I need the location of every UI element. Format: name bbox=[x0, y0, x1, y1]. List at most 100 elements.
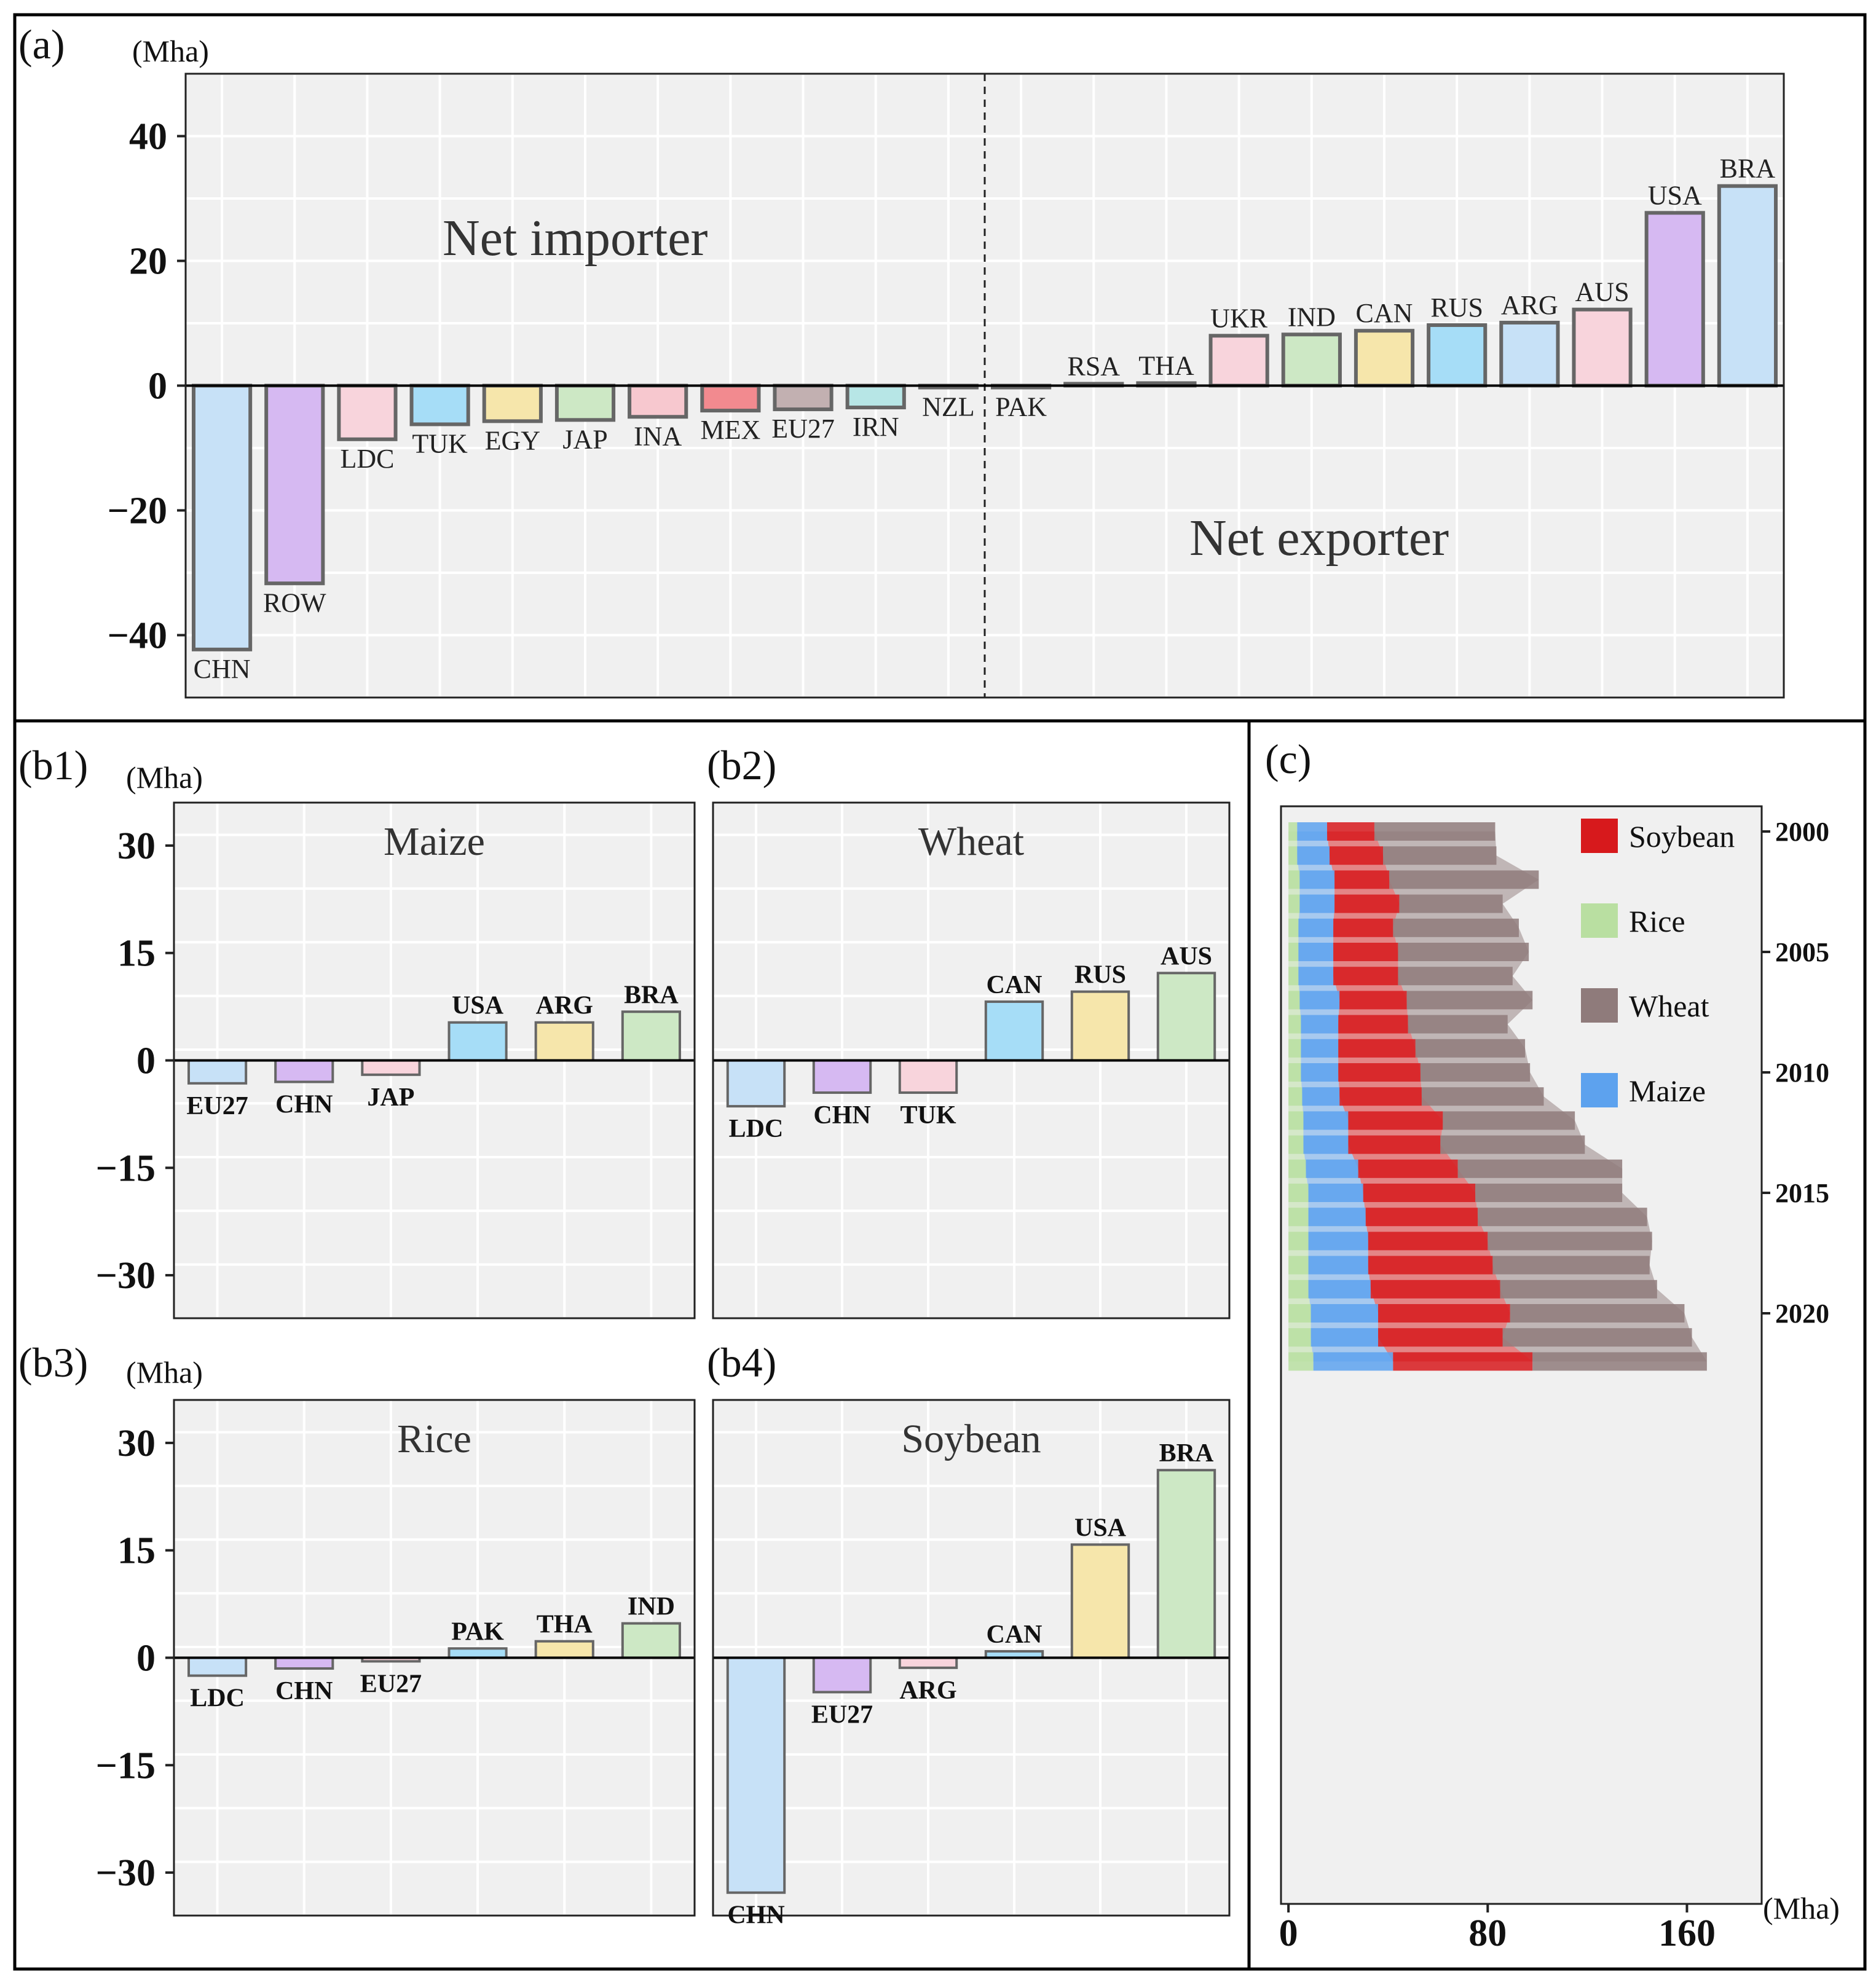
bar-ind bbox=[621, 1622, 682, 1659]
panel-label: (b3) bbox=[18, 1339, 88, 1386]
segment-rice-2011 bbox=[1288, 1087, 1303, 1106]
segment-wheat-2004 bbox=[1393, 918, 1519, 937]
y-tick-label: −40 bbox=[108, 615, 167, 657]
category-label: INA bbox=[634, 421, 682, 451]
segment-wheat-2002 bbox=[1389, 870, 1539, 889]
segment-maize-2002 bbox=[1299, 870, 1335, 889]
bar-chn bbox=[192, 383, 253, 651]
category-label: CHN bbox=[275, 1677, 333, 1705]
y-tick-label: −20 bbox=[108, 490, 167, 532]
segment-wheat-2020 bbox=[1510, 1304, 1685, 1323]
segment-soybean-2016 bbox=[1365, 1208, 1478, 1227]
segment-maize-2008 bbox=[1301, 1015, 1339, 1034]
category-label: TUK bbox=[900, 1101, 956, 1130]
bar-ldc bbox=[337, 383, 398, 441]
legend-label: Maize bbox=[1629, 1074, 1706, 1108]
y-tick-label: 0 bbox=[136, 1638, 156, 1680]
segment-rice-2012 bbox=[1288, 1111, 1304, 1130]
legend-swatch-rice bbox=[1581, 903, 1618, 938]
segment-wheat-2018 bbox=[1492, 1256, 1650, 1275]
category-label: EGY bbox=[485, 425, 540, 455]
segment-rice-2013 bbox=[1288, 1135, 1304, 1154]
segment-soybean-2013 bbox=[1348, 1135, 1441, 1154]
segment-maize-2011 bbox=[1302, 1087, 1340, 1106]
panel-c: 0 80 160 (Mha) 2000 2005 2010 2015 2020 Soybean Ri… bbox=[1265, 736, 1840, 1954]
y-tick-label: −15 bbox=[96, 1745, 156, 1786]
segment-rice-2015 bbox=[1288, 1184, 1309, 1202]
annotation-net-exporter: Net exporter bbox=[1189, 509, 1449, 567]
y-unit-label: (Mha) bbox=[126, 1355, 203, 1390]
segment-maize-2020 bbox=[1310, 1304, 1379, 1323]
segment-rice-2004 bbox=[1288, 918, 1299, 937]
segment-rice-2000 bbox=[1288, 822, 1298, 841]
year-tick-label: 2005 bbox=[1775, 937, 1829, 967]
category-label: CAN bbox=[1356, 298, 1413, 328]
segment-soybean-2010 bbox=[1338, 1063, 1421, 1082]
year-tick-label: 2000 bbox=[1775, 817, 1829, 847]
bar-row bbox=[264, 383, 325, 586]
category-label: LDC bbox=[729, 1115, 784, 1143]
bar-chn bbox=[274, 1059, 334, 1083]
segment-wheat-2006 bbox=[1398, 967, 1513, 986]
segment-rice-2006 bbox=[1288, 967, 1299, 986]
category-label: UKR bbox=[1210, 303, 1268, 333]
bar-ukr bbox=[1208, 334, 1269, 388]
panel-title: Rice bbox=[397, 1417, 471, 1461]
segment-soybean-2020 bbox=[1378, 1304, 1510, 1323]
segment-wheat-2016 bbox=[1478, 1208, 1647, 1227]
x-tick-label: 160 bbox=[1658, 1912, 1716, 1954]
segment-soybean-2021 bbox=[1378, 1328, 1503, 1347]
category-label: CAN bbox=[987, 1621, 1042, 1649]
category-label: USA bbox=[452, 992, 504, 1020]
bar-irn bbox=[845, 383, 906, 410]
segment-soybean-2008 bbox=[1338, 1015, 1408, 1034]
bar-chn bbox=[274, 1656, 334, 1670]
category-label: IND bbox=[628, 1593, 675, 1621]
panel-b4: CHN EU27 ARG CAN USA BRA (b4) Soybean bbox=[707, 1339, 1231, 1930]
y-tick-label: 15 bbox=[117, 933, 156, 975]
category-label: ARG bbox=[1501, 290, 1558, 320]
bar-egy bbox=[482, 383, 543, 423]
bar-mex bbox=[700, 383, 761, 413]
y-tick-label: 20 bbox=[129, 241, 167, 283]
category-label: BRA bbox=[624, 981, 679, 1009]
category-label: LDC bbox=[190, 1684, 245, 1713]
bar-tha bbox=[534, 1640, 594, 1659]
segment-rice-2014 bbox=[1288, 1159, 1306, 1178]
y-tick-label: −30 bbox=[96, 1852, 156, 1894]
segment-soybean-2006 bbox=[1333, 967, 1398, 986]
category-label: ARG bbox=[536, 992, 593, 1020]
category-label: EU27 bbox=[186, 1092, 248, 1120]
bar-arg bbox=[898, 1656, 958, 1669]
category-label: IRN bbox=[853, 412, 899, 442]
segment-maize-2019 bbox=[1308, 1279, 1371, 1299]
category-label: LDC bbox=[340, 444, 394, 474]
segment-maize-2001 bbox=[1297, 846, 1330, 865]
segment-rice-2003 bbox=[1288, 894, 1300, 913]
bar-ldc bbox=[187, 1656, 248, 1677]
segment-maize-2007 bbox=[1299, 991, 1340, 1010]
category-label: IND bbox=[1288, 302, 1336, 332]
category-label: RUS bbox=[1074, 961, 1126, 989]
segment-rice-2009 bbox=[1288, 1039, 1301, 1058]
legend-swatch-soybean bbox=[1581, 819, 1618, 853]
x-tick-label: 80 bbox=[1468, 1912, 1507, 1954]
panel-label: (c) bbox=[1265, 736, 1311, 782]
segment-soybean-2009 bbox=[1338, 1039, 1416, 1058]
segment-rice-2008 bbox=[1288, 1015, 1301, 1034]
ribbon-maize bbox=[1297, 831, 1393, 1362]
segment-soybean-2017 bbox=[1368, 1232, 1488, 1251]
bar-tuk bbox=[409, 383, 470, 426]
category-label: THA bbox=[1138, 350, 1194, 380]
y-tick-label: 15 bbox=[117, 1530, 156, 1572]
segment-rice-2002 bbox=[1288, 870, 1300, 889]
segment-soybean-2007 bbox=[1339, 991, 1407, 1010]
segment-rice-2016 bbox=[1288, 1208, 1309, 1227]
legend-swatch-wheat bbox=[1581, 988, 1618, 1023]
segment-wheat-2005 bbox=[1398, 943, 1529, 961]
segment-wheat-2015 bbox=[1475, 1184, 1623, 1202]
segment-maize-2004 bbox=[1298, 918, 1334, 937]
segment-wheat-2017 bbox=[1488, 1232, 1652, 1251]
panel-a: CHN ROW LDC TUK EGY JAP INA MEX EU27 IRN NZL PAK RSA… bbox=[18, 21, 1785, 699]
